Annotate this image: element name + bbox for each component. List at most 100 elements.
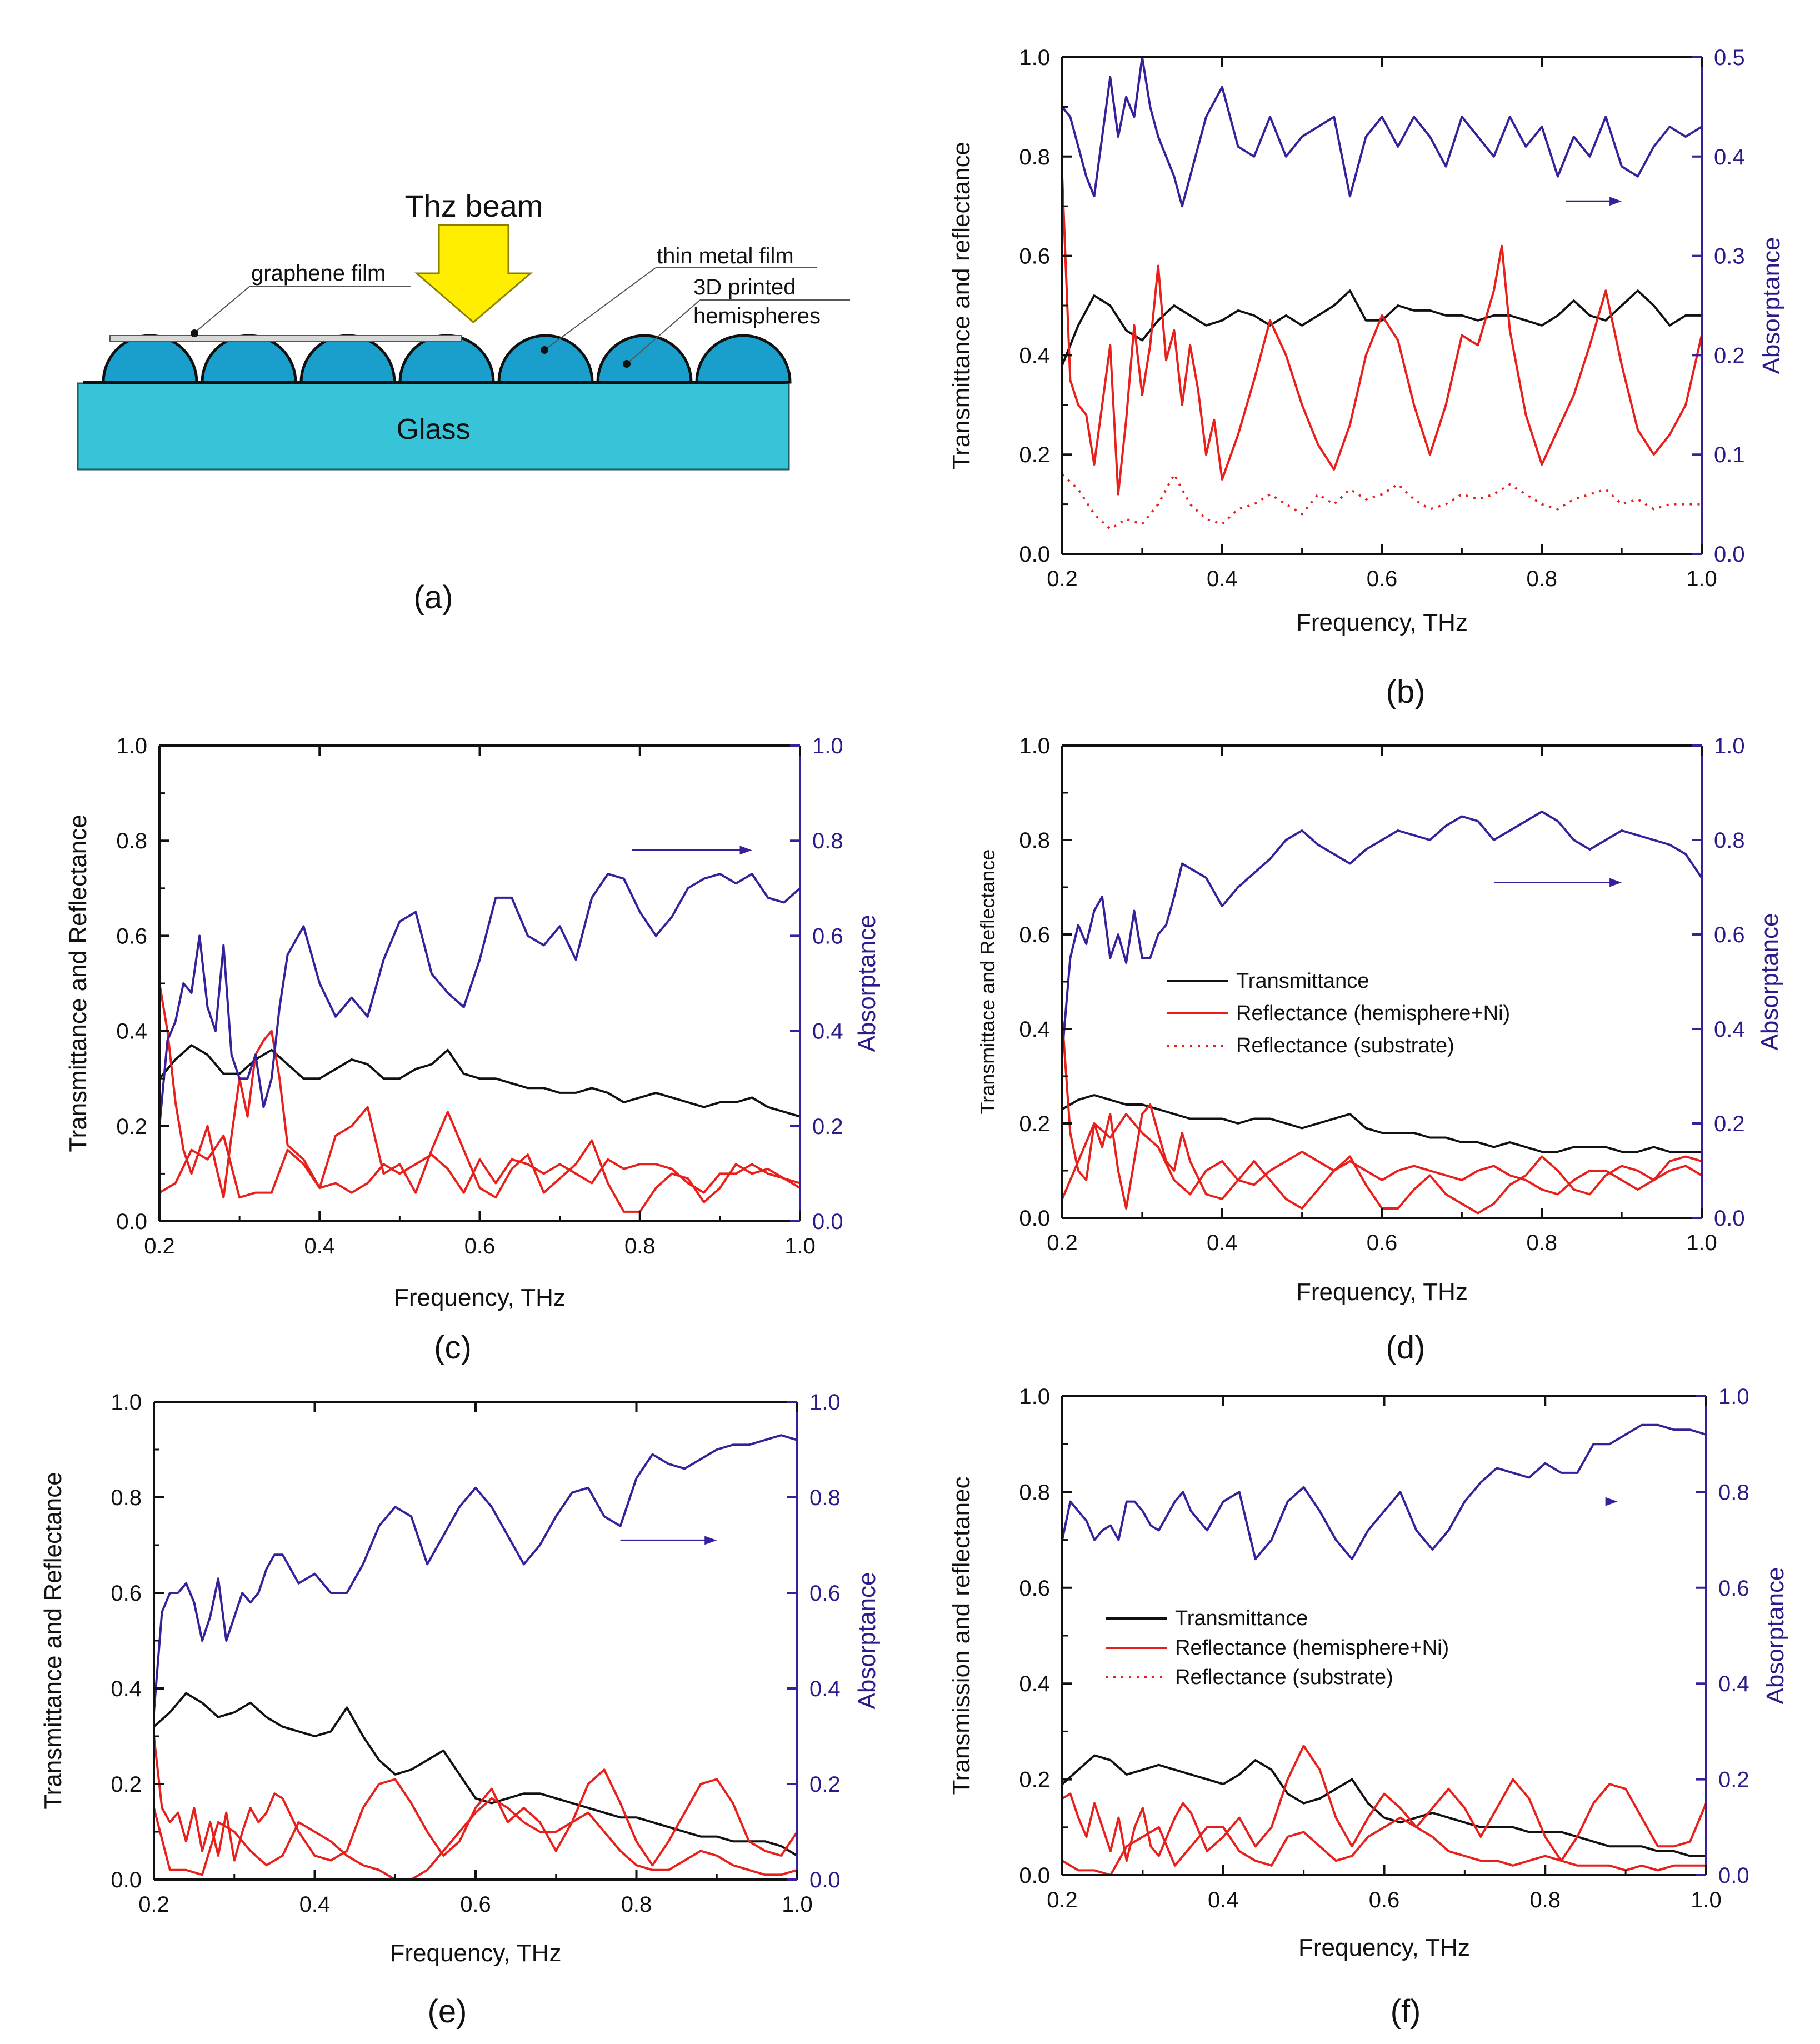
- panel-label-d: (d): [1386, 1330, 1426, 1366]
- charts-group: 0.2 0.4 0.6 0.8 1.00.00.20.40.60.81.00.00.10…: [39, 46, 1789, 2030]
- x-tick-label: 1.0: [1686, 1231, 1717, 1255]
- y-right-tick-label: 0.6: [812, 924, 843, 948]
- y-tick-label: 0.0: [1019, 1863, 1050, 1888]
- x-axis-title: Frequency, THz: [1298, 1934, 1470, 1961]
- chart-c: 0.2 0.4 0.6 0.8 1.00.00.20.40.60.81.00.00.20…: [64, 734, 881, 1366]
- y-right-tick-label: 0.8: [1714, 828, 1745, 853]
- series-line-absorptance: [153, 1434, 798, 1713]
- chart-f-plot-area: [1061, 1423, 1707, 1876]
- series-line-reflectance-hemisphere-ni: [153, 1736, 798, 1867]
- chart-b-plot-area: [1061, 56, 1703, 531]
- x-tick-label: 0.2: [1047, 1231, 1078, 1255]
- y-tick-label: 0.6: [111, 1581, 142, 1606]
- y-right-tick-label: 0.5: [1714, 46, 1745, 70]
- graphene-film: [109, 335, 462, 342]
- x-tick-label: 0.4: [1207, 1231, 1238, 1255]
- panel-label-f: (f): [1391, 1993, 1421, 2030]
- y-right-tick-label: 1.0: [1718, 1385, 1749, 1409]
- right-axis-arrow-head: [1609, 878, 1622, 887]
- series-line-absorptance: [158, 873, 801, 1126]
- y-axis-title: Transmittance and Reflectance: [64, 814, 92, 1152]
- x-tick-label: 0.2: [1047, 567, 1078, 591]
- printed-dot: [623, 360, 631, 368]
- y-right-tick-label: 0.3: [1714, 244, 1745, 269]
- y-right-tick-label: 1.0: [809, 1390, 841, 1415]
- x-tick-label: 1.0: [784, 1234, 816, 1258]
- y-right-tick-label: 0.4: [1714, 1017, 1745, 1042]
- panel-label-e: (e): [428, 1993, 467, 2030]
- hemisphere: [695, 334, 792, 384]
- printed-leader: [626, 299, 701, 364]
- y-tick-label: 0.6: [1019, 244, 1050, 269]
- x-tick-label: 0.6: [1367, 1231, 1398, 1255]
- y-tick-label: 1.0: [111, 1390, 142, 1415]
- x-axis-title: Frequency, THz: [1296, 609, 1468, 636]
- thz-beam-label: Thz beam: [405, 188, 543, 223]
- y-right-tick-label: 0.0: [812, 1210, 843, 1234]
- series-line-reflectance-hemisphere-ni: [1061, 176, 1703, 496]
- y-tick-label: 0.6: [1019, 1576, 1050, 1601]
- y-right-tick-label: 0.0: [1714, 1206, 1745, 1231]
- graphene-leader: [194, 286, 251, 333]
- legend-label: Reflectance (hemisphere+Ni): [1175, 1636, 1449, 1660]
- y-right-axis-title: Absorptance: [853, 914, 881, 1052]
- y-tick-label: 0.2: [1019, 1112, 1050, 1136]
- series-line-reflectance-hemisphere-ni: [158, 983, 801, 1213]
- y-tick-label: 0.0: [1019, 542, 1050, 567]
- series-line-transmittance: [158, 1044, 801, 1118]
- y-right-tick-label: 0.6: [809, 1581, 841, 1606]
- series-line-reflectance-substrate: [1061, 473, 1702, 531]
- chart-e: 0.2 0.4 0.6 0.8 1.00.00.20.40.60.81.00.00.20…: [39, 1390, 881, 2030]
- y-tick-label: 1.0: [1019, 46, 1050, 70]
- y-right-tick-label: 0.0: [1718, 1863, 1749, 1888]
- y-right-tick-label: 0.2: [1718, 1768, 1749, 1792]
- x-tick-label: 1.0: [782, 1892, 813, 1917]
- y-right-tick-label: 0.4: [809, 1677, 841, 1701]
- graphene-dot: [191, 329, 198, 337]
- y-tick-label: 0.4: [111, 1677, 142, 1701]
- y-right-tick-label: 0.6: [1718, 1576, 1749, 1601]
- printed-label-line1: 3D printed: [693, 275, 796, 299]
- y-right-tick-label: 0.2: [1714, 1112, 1745, 1136]
- y-axis-title: Transmittance and Reflectance: [39, 1472, 67, 1809]
- x-axis-title: Frequency, THz: [390, 1940, 562, 1967]
- y-tick-label: 0.0: [111, 1868, 142, 1892]
- y-tick-label: 0.8: [116, 829, 147, 853]
- chart-d-plot-area: [1061, 811, 1703, 1215]
- x-axis-title: Frequency, THz: [394, 1284, 566, 1311]
- hemisphere: [596, 334, 693, 384]
- y-right-tick-label: 0.6: [1714, 923, 1745, 947]
- y-tick-label: 0.4: [1019, 1017, 1050, 1042]
- y-right-tick-label: 0.2: [812, 1115, 843, 1139]
- y-right-tick-label: 0.4: [1718, 1672, 1749, 1696]
- x-axis-title: Frequency, THz: [1296, 1278, 1468, 1306]
- y-tick-label: 0.8: [1019, 828, 1050, 853]
- y-right-axis-title: Absorptance: [853, 1572, 881, 1709]
- x-tick-label: 0.4: [304, 1234, 335, 1258]
- y-tick-label: 0.2: [1019, 443, 1050, 467]
- y-tick-label: 1.0: [1019, 734, 1050, 758]
- panel-label-a: (a): [414, 579, 453, 616]
- legend-label: Transmittance: [1175, 1607, 1308, 1630]
- series-line-absorptance: [1061, 811, 1703, 1053]
- schematic-diagram: Glass Thz beam graphene film thin metal …: [77, 188, 850, 616]
- x-tick-label: 0.2: [138, 1892, 169, 1917]
- y-right-tick-label: 0.0: [809, 1868, 841, 1892]
- y-right-tick-label: 1.0: [812, 734, 843, 758]
- series-line-transmittance: [1061, 1754, 1706, 1857]
- x-tick-label: 0.2: [1047, 1888, 1078, 1912]
- x-tick-label: 0.8: [1526, 1231, 1557, 1255]
- y-right-axis-title: Absorptance: [1762, 1567, 1789, 1704]
- hemisphere: [201, 334, 297, 384]
- y-right-tick-label: 0.8: [1718, 1480, 1749, 1505]
- x-tick-label: 0.2: [144, 1234, 175, 1258]
- series-line-reflectance-substrate: [1061, 1816, 1706, 1876]
- metal-label: thin metal film: [657, 244, 794, 268]
- x-tick-label: 1.0: [1691, 1888, 1722, 1912]
- x-tick-label: 0.8: [624, 1234, 656, 1258]
- chart-d: 0.2 0.4 0.6 0.8 1.00.00.20.40.60.81.00.00.20…: [976, 734, 1783, 1366]
- y-tick-label: 0.0: [116, 1210, 147, 1234]
- y-tick-label: 0.8: [111, 1486, 142, 1510]
- y-tick-label: 0.2: [116, 1115, 147, 1139]
